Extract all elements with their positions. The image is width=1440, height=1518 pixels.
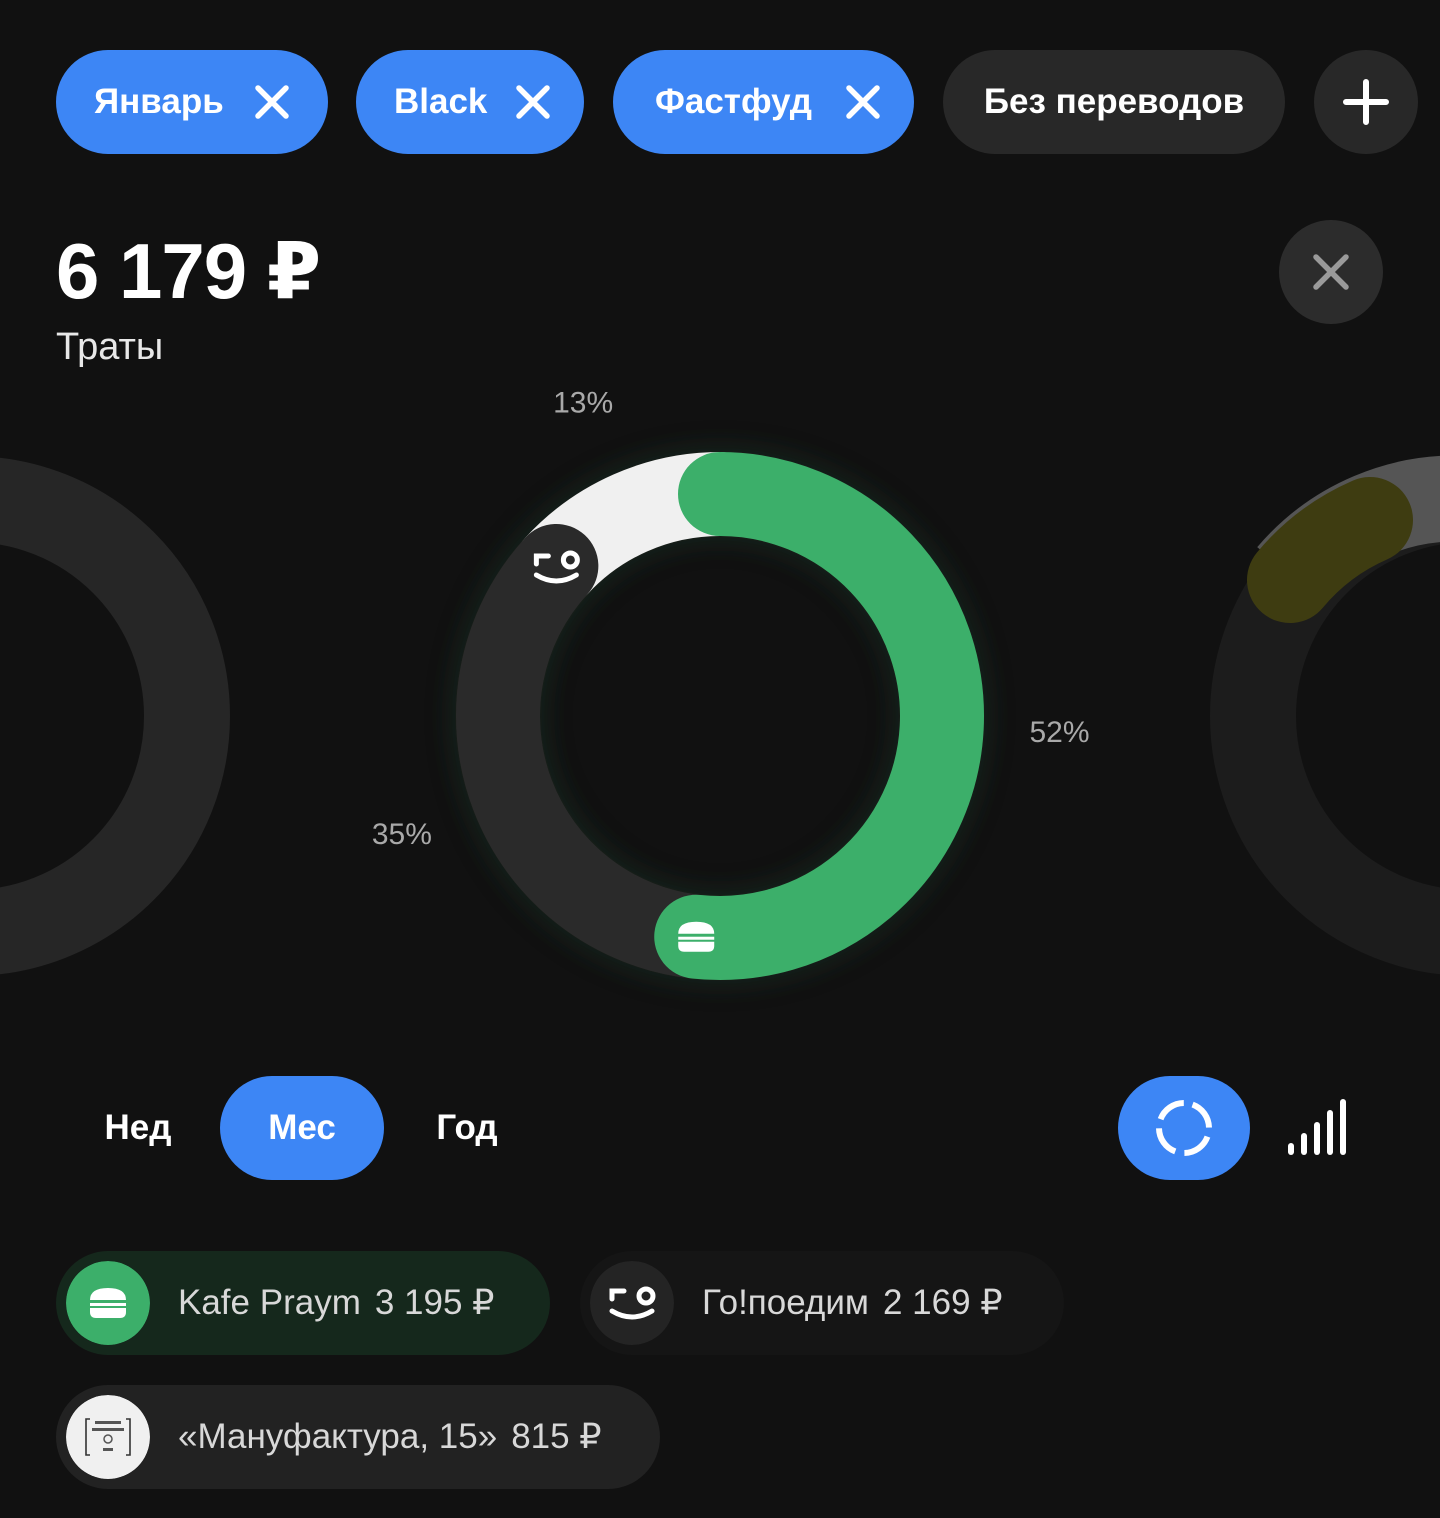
chip-label: Фастфуд bbox=[655, 82, 812, 121]
percent-label-3: 13% bbox=[553, 387, 613, 420]
close-icon bbox=[1313, 254, 1349, 290]
merchant-name: Го!поедим bbox=[702, 1283, 869, 1322]
period-month[interactable]: Мес bbox=[220, 1076, 384, 1180]
smile-logo-icon bbox=[516, 525, 597, 606]
manufaktura-logo-icon bbox=[66, 1395, 150, 1479]
close-icon[interactable] bbox=[252, 82, 292, 122]
merchant-name: «Мануфактура, 15» bbox=[178, 1417, 498, 1456]
next-period-donut[interactable] bbox=[1210, 456, 1440, 975]
total-label: Траты bbox=[56, 326, 164, 368]
total-amount: 6 179 ₽ bbox=[56, 227, 321, 315]
donut-segment-2[interactable] bbox=[456, 523, 739, 979]
merchant-amount: 3 195 ₽ bbox=[374, 1283, 495, 1322]
smile-logo-icon bbox=[590, 1261, 674, 1345]
burger-icon bbox=[66, 1261, 150, 1345]
previous-period-donut[interactable] bbox=[0, 457, 230, 975]
period-week[interactable]: Нед bbox=[104, 1108, 172, 1147]
filter-chip-category[interactable]: Фастфуд bbox=[613, 50, 914, 154]
add-filter-button[interactable] bbox=[1314, 50, 1418, 154]
chip-label: Январь bbox=[94, 82, 224, 121]
burger-icon bbox=[656, 896, 737, 977]
close-icon[interactable] bbox=[513, 82, 553, 122]
percent-label-2: 35% bbox=[372, 818, 432, 851]
view-donut-button[interactable] bbox=[1118, 1076, 1250, 1180]
merchant-amount: 2 169 ₽ bbox=[882, 1283, 1003, 1322]
view-bars-button[interactable] bbox=[1282, 1096, 1352, 1160]
close-icon[interactable] bbox=[843, 82, 883, 122]
merchant-chip-manufaktura[interactable]: «Мануфактура, 15» 815 ₽ bbox=[56, 1385, 660, 1489]
plus-icon bbox=[1343, 79, 1389, 125]
period-year[interactable]: Год bbox=[436, 1108, 498, 1147]
donut-chart-icon bbox=[1156, 1100, 1212, 1156]
filter-chip-no-transfers[interactable]: Без переводов bbox=[943, 50, 1285, 154]
merchant-amount: 815 ₽ bbox=[511, 1417, 602, 1456]
filter-chip-month[interactable]: Январь bbox=[56, 50, 328, 154]
filter-chip-card[interactable]: Black bbox=[356, 50, 584, 154]
percent-label-1: 52% bbox=[1029, 716, 1089, 749]
bar-chart-icon bbox=[1288, 1099, 1346, 1155]
merchant-chip-gopoedim[interactable]: Го!поедим 2 169 ₽ bbox=[580, 1251, 1064, 1355]
spending-donut-chart[interactable]: 52% 35% 13% bbox=[0, 380, 1440, 1060]
chip-label: Без переводов bbox=[983, 82, 1245, 121]
donut-segment-1[interactable] bbox=[654, 452, 984, 980]
close-button[interactable] bbox=[1279, 220, 1383, 324]
merchant-chip-kafe-praym[interactable]: Kafe Praym 3 195 ₽ bbox=[56, 1251, 550, 1355]
merchant-name: Kafe Praym bbox=[178, 1283, 361, 1322]
chip-label: Black bbox=[394, 82, 488, 121]
